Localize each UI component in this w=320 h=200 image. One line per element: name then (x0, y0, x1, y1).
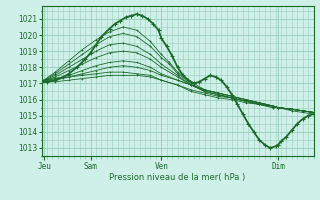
X-axis label: Pression niveau de la mer( hPa ): Pression niveau de la mer( hPa ) (109, 173, 246, 182)
